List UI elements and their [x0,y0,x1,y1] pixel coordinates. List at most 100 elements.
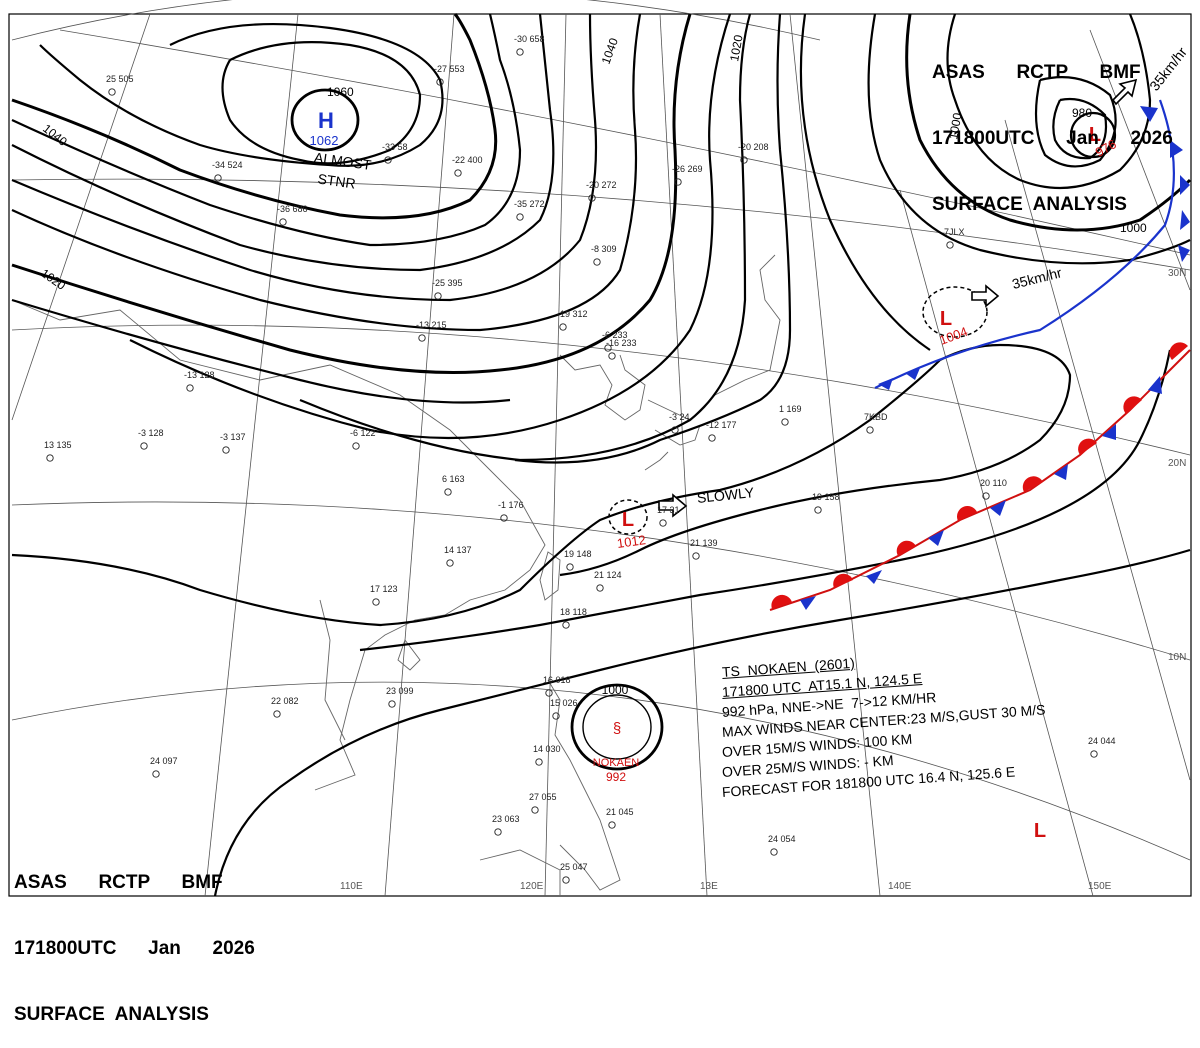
station-circle [444,488,452,496]
isobar-label: 1060 [327,85,354,99]
coast-china [11,299,546,791]
station-value: 20 110 [980,478,1007,488]
station-circle [866,426,874,434]
isobar-980 [1069,111,1117,159]
meridian-100e [11,13,151,421]
low-ne-letter: L [1089,124,1101,146]
low-ne-isobar: 980 [1072,106,1092,120]
station-value: -35 272 [514,199,545,209]
station-circle [604,344,612,352]
coast-borneo [479,849,561,896]
stationary-front [769,342,1191,611]
header-line-1: ASAS RCTP BMF [14,872,223,893]
lon-label: 140E [888,881,912,892]
station-value: -13 128 [184,370,215,380]
station-value: -36 686 [277,204,308,214]
station-value: -8 309 [591,244,617,254]
lon-label: 150E [1088,881,1112,892]
station-circle [740,156,748,164]
station-value: 25 047 [560,862,588,872]
station-value: 21 045 [606,807,634,817]
isobar-1008-ne [799,13,931,351]
station-value: 13 135 [44,440,72,450]
low-1004-letter: L [940,308,952,330]
isobar-1000-storm [570,683,664,771]
high-note-1: ALMOST [313,149,373,173]
meridian-150e [899,189,1094,897]
low-se-letter: L [1034,820,1046,842]
meridian-120e [384,13,455,897]
station-value: 21 124 [594,570,622,580]
station-circle [946,241,954,249]
isobar-1016-b [299,13,752,462]
warm-bump [1078,438,1097,455]
cold-front-barb [878,378,893,390]
isobar-1000 [905,13,1192,232]
cold-front-barb [1180,210,1190,230]
lat-label: 30N [1168,268,1186,279]
graticule-labels: 110E 120E 13E 140E 150E 30N 20N 10N [340,268,1186,892]
station-circle [434,292,442,300]
low-1012-value: 1012 [616,532,647,551]
station-value: 1 169 [779,404,802,414]
station-value: 6 163 [442,474,465,484]
station-circle [516,213,524,221]
motion-arrows [658,78,1138,518]
station-circle [781,418,789,426]
cold-front-barb [1178,245,1190,262]
cold-barb [928,530,944,546]
warm-bump [1022,476,1043,492]
station-circle [222,446,230,454]
station-circle [384,156,392,164]
header-line-3: SURFACE ANALYSIS [932,194,1127,215]
station-value: -27 553 [434,64,465,74]
station-value: -20 272 [586,180,617,190]
station-value: 19 148 [564,549,592,559]
station-circle [566,563,574,571]
station-value: 7KBD [864,412,888,422]
cold-barb [1054,464,1068,480]
station-circle [608,352,616,360]
meridian-140e [789,13,881,897]
storm-isobar: 1000 [602,683,629,697]
station-value: 27 055 [529,792,557,802]
isobar-1060-ring [290,88,360,152]
coast-taiwan [539,551,561,601]
isobar-labels: 1060 1040 1040 1020 1020 1000 1000 1000 [38,33,1147,292]
cold-barb [866,570,882,584]
station-value: -3 24 [669,412,690,422]
lat-label: 20N [1168,458,1186,469]
isobar-1050 [221,41,422,165]
station-value: -16 233 [606,338,637,348]
station-value: -34 524 [212,160,243,170]
station-value: -3 137 [220,432,246,442]
station-circle [279,218,287,226]
warm-bump [771,594,792,609]
station-circle [562,876,570,884]
dashed-isobars [608,286,988,535]
coastlines [11,254,781,896]
motion-arrow-1012 [658,493,688,518]
station-value: 15 026 [550,698,578,708]
high-center-value: 1062 [310,133,339,148]
station-circle [588,194,596,202]
header-top: ASAS RCTP BMF 171800UTC Jan 2026 SURFACE… [932,18,1173,238]
station-value: -6 233 [602,330,628,340]
station-value: 14 137 [444,545,472,555]
station-circle [352,442,360,450]
cold-front-barb [1170,140,1183,158]
station-value: 24 097 [150,756,178,766]
isobar-1040 [11,13,498,220]
weather-map: 25 505 -34 524 -36 686 -33 58 -30 658 -27 553… [8,0,1192,897]
station-circle [494,828,502,836]
station-value: -33 58 [382,142,408,152]
station-circle [372,598,380,606]
parallel-10n [11,501,1191,661]
station-circle [593,258,601,266]
station-circle [545,689,553,697]
station-circle [152,770,160,778]
station-circle [608,821,616,829]
station-circle [659,519,667,527]
map-frame [8,13,1192,897]
station-value: -12 177 [706,420,737,430]
